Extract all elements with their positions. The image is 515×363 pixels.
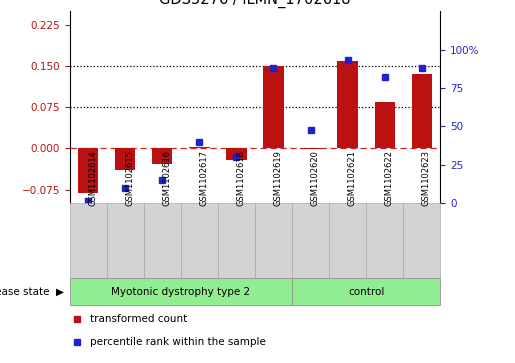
Bar <box>337 61 358 148</box>
Bar <box>366 203 403 278</box>
Text: GSM1102616: GSM1102616 <box>162 150 171 205</box>
Text: GSM1102614: GSM1102614 <box>88 150 97 205</box>
Bar <box>189 147 210 148</box>
Bar <box>107 203 144 278</box>
Bar <box>218 203 255 278</box>
Title: GDS5276 / ILMN_1702618: GDS5276 / ILMN_1702618 <box>159 0 351 8</box>
Text: GSM1102615: GSM1102615 <box>125 150 134 205</box>
Text: Myotonic dystrophy type 2: Myotonic dystrophy type 2 <box>111 286 250 297</box>
Bar <box>144 203 181 278</box>
Bar <box>181 203 218 278</box>
Bar <box>115 148 135 170</box>
Bar <box>292 278 440 305</box>
Bar <box>78 148 98 193</box>
Text: transformed count: transformed count <box>90 314 187 324</box>
Bar <box>152 148 173 164</box>
Bar <box>374 102 395 148</box>
Text: GSM1102622: GSM1102622 <box>385 150 393 205</box>
Bar <box>411 74 432 148</box>
Text: GSM1102618: GSM1102618 <box>236 150 245 205</box>
Bar <box>300 148 321 150</box>
Text: percentile rank within the sample: percentile rank within the sample <box>90 337 266 347</box>
Bar <box>226 148 247 160</box>
Text: control: control <box>348 286 384 297</box>
Text: GSM1102619: GSM1102619 <box>273 150 282 205</box>
Text: GSM1102621: GSM1102621 <box>348 150 356 205</box>
Bar <box>329 203 366 278</box>
Bar <box>263 66 284 148</box>
Bar <box>403 203 440 278</box>
Text: GSM1102623: GSM1102623 <box>422 150 431 205</box>
Bar <box>70 203 107 278</box>
Bar <box>255 203 292 278</box>
Text: GSM1102617: GSM1102617 <box>199 150 208 205</box>
Text: disease state  ▶: disease state ▶ <box>0 286 64 297</box>
Bar <box>70 278 292 305</box>
Bar <box>292 203 329 278</box>
Text: GSM1102620: GSM1102620 <box>311 150 319 205</box>
